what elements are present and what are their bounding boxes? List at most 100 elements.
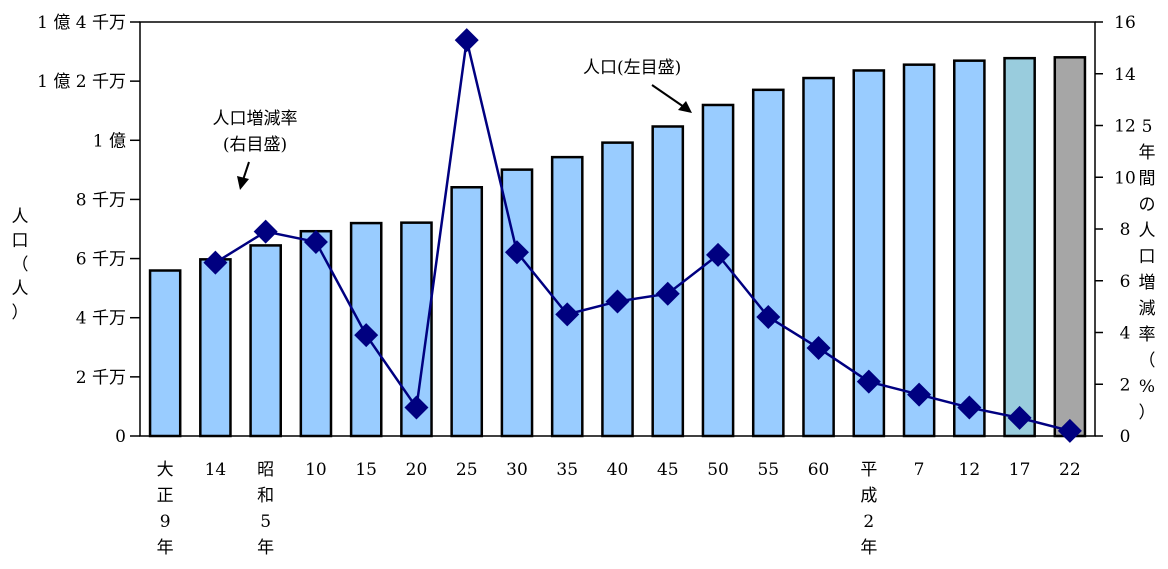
left-tick-label: 1 億 — [93, 131, 126, 151]
left-axis-label-char: 人 — [12, 279, 29, 299]
category-label: 9 — [160, 512, 171, 532]
right-tick-label: 12 — [1114, 117, 1136, 137]
category-label: 和 — [257, 486, 274, 506]
category-label: 昭 — [257, 460, 274, 480]
right-axis-label-char: 5 — [1142, 117, 1153, 137]
bar-population — [550, 155, 584, 438]
bar-population — [751, 88, 785, 438]
category-label: 30 — [506, 460, 528, 480]
plot-border — [139, 21, 1096, 437]
left-tick-label: 0 — [115, 427, 126, 447]
category-label: 35 — [556, 460, 578, 480]
right-tick-label: 0 — [1120, 427, 1131, 447]
rate-marker — [1007, 405, 1032, 430]
rate-series-line — [214, 39, 1071, 433]
annotation-rate-line1: 人口増減率 — [213, 109, 298, 129]
right-axis-label-char: （ — [1139, 351, 1156, 371]
right-axis-label-char: 口 — [1139, 247, 1156, 267]
left-tick-label: 8 千万 — [76, 190, 126, 210]
category-label: 50 — [707, 460, 729, 480]
annotation-rate: 人口増減率 (右目盛) — [213, 109, 298, 190]
category-label: 60 — [808, 460, 830, 480]
left-axis-label-char: 人 — [12, 207, 29, 227]
annotation-population-text: 人口(左目盛) — [583, 58, 681, 78]
right-axis-label-char: 率 — [1139, 325, 1156, 345]
bar-population — [701, 103, 735, 438]
category-label: 2 — [863, 512, 874, 532]
category-label: 年 — [157, 538, 174, 558]
right-axis-label-char: 減 — [1139, 299, 1156, 319]
rate-marker — [856, 369, 881, 394]
right-axis-label-char: 増 — [1139, 273, 1156, 293]
rate-marker — [253, 219, 278, 244]
right-axis-label-char: 年 — [1139, 143, 1156, 163]
right-tick-label: 10 — [1114, 168, 1136, 188]
rate-marker — [806, 336, 831, 361]
rate-marker — [605, 289, 630, 314]
rate-marker — [203, 250, 228, 275]
bar-population — [1053, 56, 1087, 438]
rate-marker — [706, 242, 731, 267]
category-label: 5 — [260, 512, 271, 532]
category-label: 正 — [157, 486, 174, 506]
rate-line — [203, 28, 1082, 443]
bar-population — [1003, 56, 1036, 438]
category-label: 12 — [959, 460, 981, 480]
category-label: 成 — [860, 486, 877, 506]
bar-population — [148, 269, 182, 438]
bar-population — [802, 76, 835, 438]
right-axis-label-char: 間 — [1139, 169, 1156, 189]
rate-marker — [1057, 418, 1082, 443]
category-label: 17 — [1009, 460, 1031, 480]
right-tick-label: 8 — [1120, 220, 1131, 240]
bar-population — [199, 258, 232, 438]
category-label: 25 — [456, 460, 478, 480]
category-label: 年 — [257, 538, 274, 558]
bar-population — [299, 229, 333, 438]
left-axis-label-char: ） — [12, 303, 29, 323]
right-tick-label: 2 — [1120, 375, 1131, 395]
category-label: 10 — [305, 460, 327, 480]
rate-marker — [404, 395, 429, 420]
right-axis-ticks: 0 2 4 6 8 10 12 14 16 — [1095, 13, 1136, 447]
category-label: 大 — [157, 460, 174, 480]
right-tick-label: 6 — [1120, 272, 1131, 292]
left-axis-label: 人口（人） — [12, 207, 29, 323]
bar-population — [450, 186, 484, 438]
bar-population — [651, 125, 685, 438]
annotation-population-arrow-head — [678, 101, 692, 113]
right-axis-label-char: の — [1139, 195, 1156, 215]
left-tick-label: 1 億 2 千万 — [37, 72, 126, 92]
left-tick-label: 4 千万 — [76, 309, 126, 329]
left-tick-label: 2 千万 — [76, 368, 126, 388]
rate-marker — [454, 28, 479, 53]
right-axis-label-char: ） — [1139, 403, 1156, 423]
rate-marker — [504, 240, 529, 265]
category-label: 7 — [914, 460, 925, 480]
category-label: 20 — [406, 460, 428, 480]
left-axis-ticks: 0 2 千万 4 千万 6 千万 8 千万 1 億 1 億 2 千万 1 億 4 千万 — [37, 13, 140, 447]
annotation-rate-line2: (右目盛) — [223, 135, 287, 155]
bar-population — [902, 63, 936, 438]
annotation-population: 人口(左目盛) — [583, 58, 692, 113]
category-label: 40 — [607, 460, 629, 480]
rate-marker — [756, 304, 781, 329]
left-axis-label-char: 口 — [12, 231, 29, 251]
rate-marker — [354, 323, 379, 348]
annotation-rate-arrow-shaft — [242, 161, 250, 181]
category-label: 22 — [1059, 460, 1081, 480]
rate-marker — [907, 382, 932, 407]
bar-population — [249, 244, 282, 438]
plot-frame — [139, 21, 1096, 437]
rate-marker — [655, 281, 680, 306]
bar-population — [601, 141, 634, 438]
category-label: 15 — [355, 460, 377, 480]
right-axis-label-char: % — [1139, 377, 1155, 397]
left-axis-label-char: （ — [12, 255, 29, 275]
right-axis-label-char: 人 — [1139, 221, 1156, 241]
category-label: 平 — [860, 460, 877, 480]
annotation-rate-arrow-head — [237, 176, 249, 190]
annotation-population-arrow-shaft — [651, 84, 685, 108]
category-label: 14 — [205, 460, 227, 480]
